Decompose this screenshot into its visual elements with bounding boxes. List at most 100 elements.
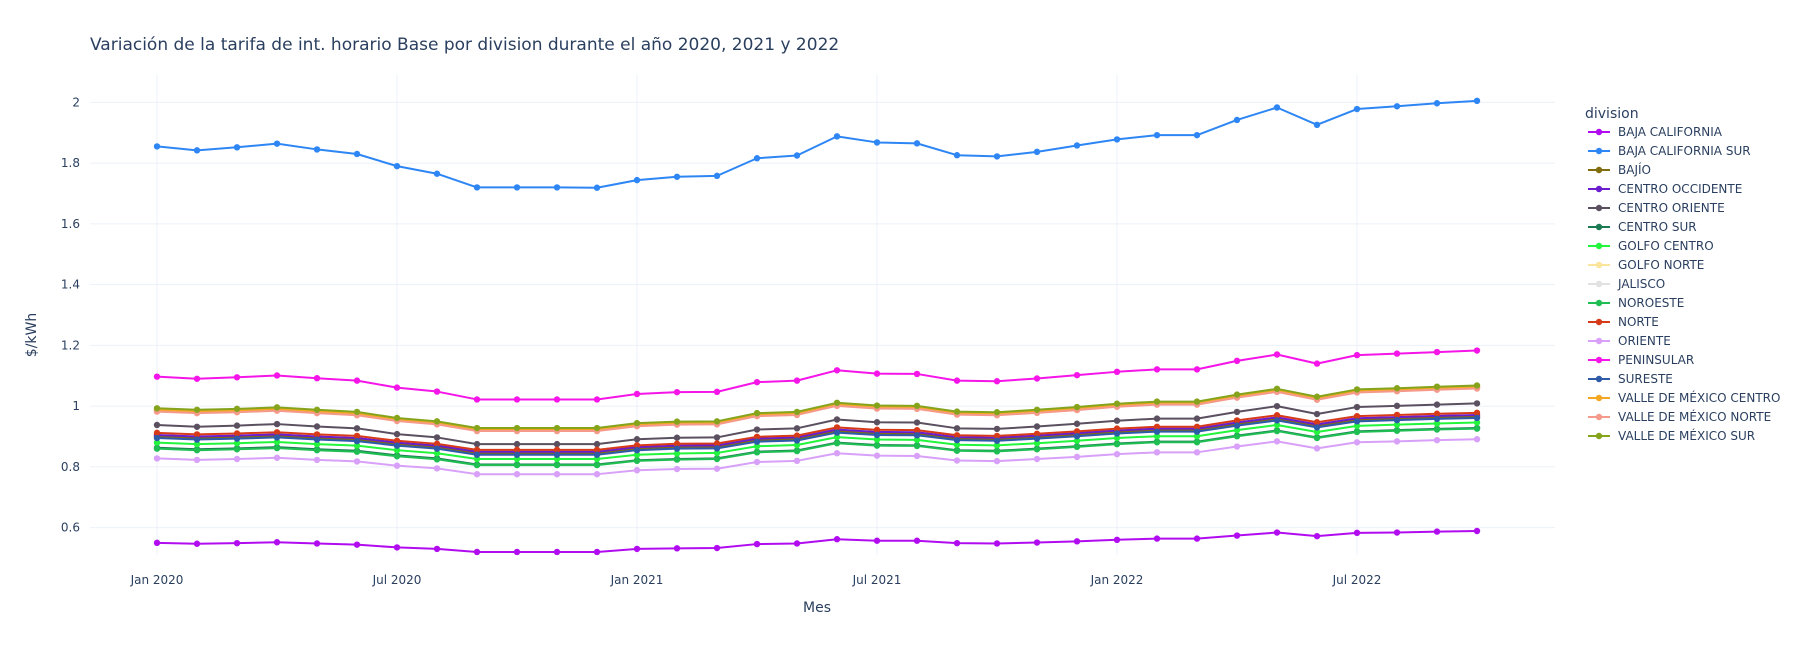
legend-marker: [1595, 337, 1603, 345]
data-point: [953, 457, 961, 464]
legend-item[interactable]: VALLE DE MÉXICO CENTRO: [1588, 390, 1780, 405]
data-point: [873, 419, 881, 426]
data-point: [593, 451, 601, 458]
data-point: [433, 456, 441, 463]
data-point: [713, 465, 721, 472]
data-point: [953, 441, 961, 448]
data-point: [633, 176, 641, 184]
data-point: [233, 539, 241, 547]
data-point: [153, 405, 161, 412]
legend-item[interactable]: CENTRO SUR: [1588, 220, 1697, 234]
data-point: [1433, 415, 1441, 423]
data-point: [633, 436, 641, 443]
legend-marker: [1595, 375, 1603, 383]
data-point: [1113, 368, 1121, 376]
legend-label: VALLE DE MÉXICO SUR: [1618, 428, 1755, 443]
legend-label: PENINSULAR: [1618, 353, 1694, 367]
data-point: [153, 429, 161, 437]
data-point: [673, 456, 681, 463]
legend-item[interactable]: SURESTE: [1588, 372, 1673, 386]
data-point: [1033, 446, 1041, 453]
legend-label: CENTRO SUR: [1618, 220, 1697, 234]
x-tick-label: Jan 2021: [610, 573, 664, 587]
data-point: [1033, 539, 1041, 546]
legend-marker: [1595, 223, 1603, 231]
data-point: [1473, 425, 1481, 432]
data-point: [993, 457, 1001, 465]
data-point: [633, 419, 641, 427]
series-line: [156, 427, 1478, 467]
data-point: [1393, 350, 1401, 357]
legend-marker: [1595, 432, 1603, 440]
data-point: [393, 430, 401, 438]
legend-item[interactable]: BAJÍO: [1588, 162, 1651, 177]
data-point: [713, 455, 721, 463]
data-point: [353, 150, 361, 158]
data-point: [913, 426, 921, 434]
data-point: [1153, 398, 1161, 405]
data-point: [1473, 527, 1481, 535]
legend-marker: [1595, 185, 1603, 193]
data-point: [993, 153, 1001, 160]
data-point: [1113, 425, 1121, 432]
data-point: [553, 440, 561, 448]
legend[interactable]: BAJA CALIFORNIA BAJA CALIFORNIA SUR BAJÍO C…: [1588, 125, 1780, 443]
legend-item[interactable]: PENINSULAR: [1588, 353, 1694, 367]
data-point: [713, 440, 721, 447]
data-point: [1193, 131, 1201, 139]
legend-item[interactable]: GOLFO NORTE: [1588, 258, 1704, 272]
legend-item[interactable]: NOROESTE: [1588, 296, 1684, 310]
data-point: [633, 442, 641, 449]
data-point: [1353, 351, 1361, 359]
y-tick-label: 1.8: [61, 156, 80, 170]
legend-item[interactable]: VALLE DE MÉXICO SUR: [1588, 428, 1755, 443]
y-tick-label: 0.8: [61, 460, 80, 474]
data-point: [1113, 417, 1121, 424]
data-point: [1073, 453, 1081, 461]
data-point: [153, 373, 161, 380]
data-point: [513, 446, 521, 454]
legend-item[interactable]: CENTRO OCCIDENTE: [1588, 182, 1742, 196]
legend-item[interactable]: GOLFO CENTRO: [1588, 239, 1714, 253]
data-point: [473, 440, 481, 448]
data-point: [993, 378, 1001, 385]
legend-item[interactable]: BAJA CALIFORNIA SUR: [1588, 144, 1751, 158]
data-point: [1073, 420, 1081, 427]
data-point: [593, 424, 601, 432]
data-point: [873, 442, 881, 449]
data-point: [1193, 433, 1201, 440]
data-point: [993, 437, 1001, 444]
legend-item[interactable]: NORTE: [1588, 315, 1659, 329]
x-tick-label: Jan 2020: [130, 573, 184, 587]
data-point: [1193, 428, 1201, 435]
data-point: [513, 461, 521, 469]
series-line: [156, 385, 1478, 431]
data-point: [193, 147, 201, 154]
legend-item[interactable]: BAJA CALIFORNIA: [1588, 125, 1723, 139]
data-point: [193, 406, 201, 413]
data-point: [953, 152, 961, 159]
series-line: [156, 530, 1478, 553]
data-point: [1433, 410, 1441, 417]
data-point: [353, 425, 361, 432]
data-point: [1113, 450, 1121, 458]
data-point: [1353, 439, 1361, 446]
data-point: [953, 436, 961, 444]
data-point: [753, 449, 761, 456]
legend-marker: [1595, 261, 1603, 269]
legend-item[interactable]: ORIENTE: [1588, 334, 1671, 348]
data-point: [513, 184, 521, 191]
data-point: [1273, 351, 1281, 358]
data-point: [753, 155, 761, 162]
legend-item[interactable]: JALISCO: [1588, 277, 1665, 291]
data-point: [313, 374, 321, 382]
data-point: [713, 388, 721, 396]
data-point: [233, 405, 241, 413]
data-point: [553, 184, 561, 191]
legend-label: ORIENTE: [1618, 334, 1671, 348]
legend-item[interactable]: CENTRO ORIENTE: [1588, 201, 1725, 215]
data-point: [873, 431, 881, 439]
data-point: [793, 425, 801, 432]
legend-item[interactable]: VALLE DE MÉXICO NORTE: [1588, 409, 1771, 424]
series-line: [156, 99, 1478, 189]
